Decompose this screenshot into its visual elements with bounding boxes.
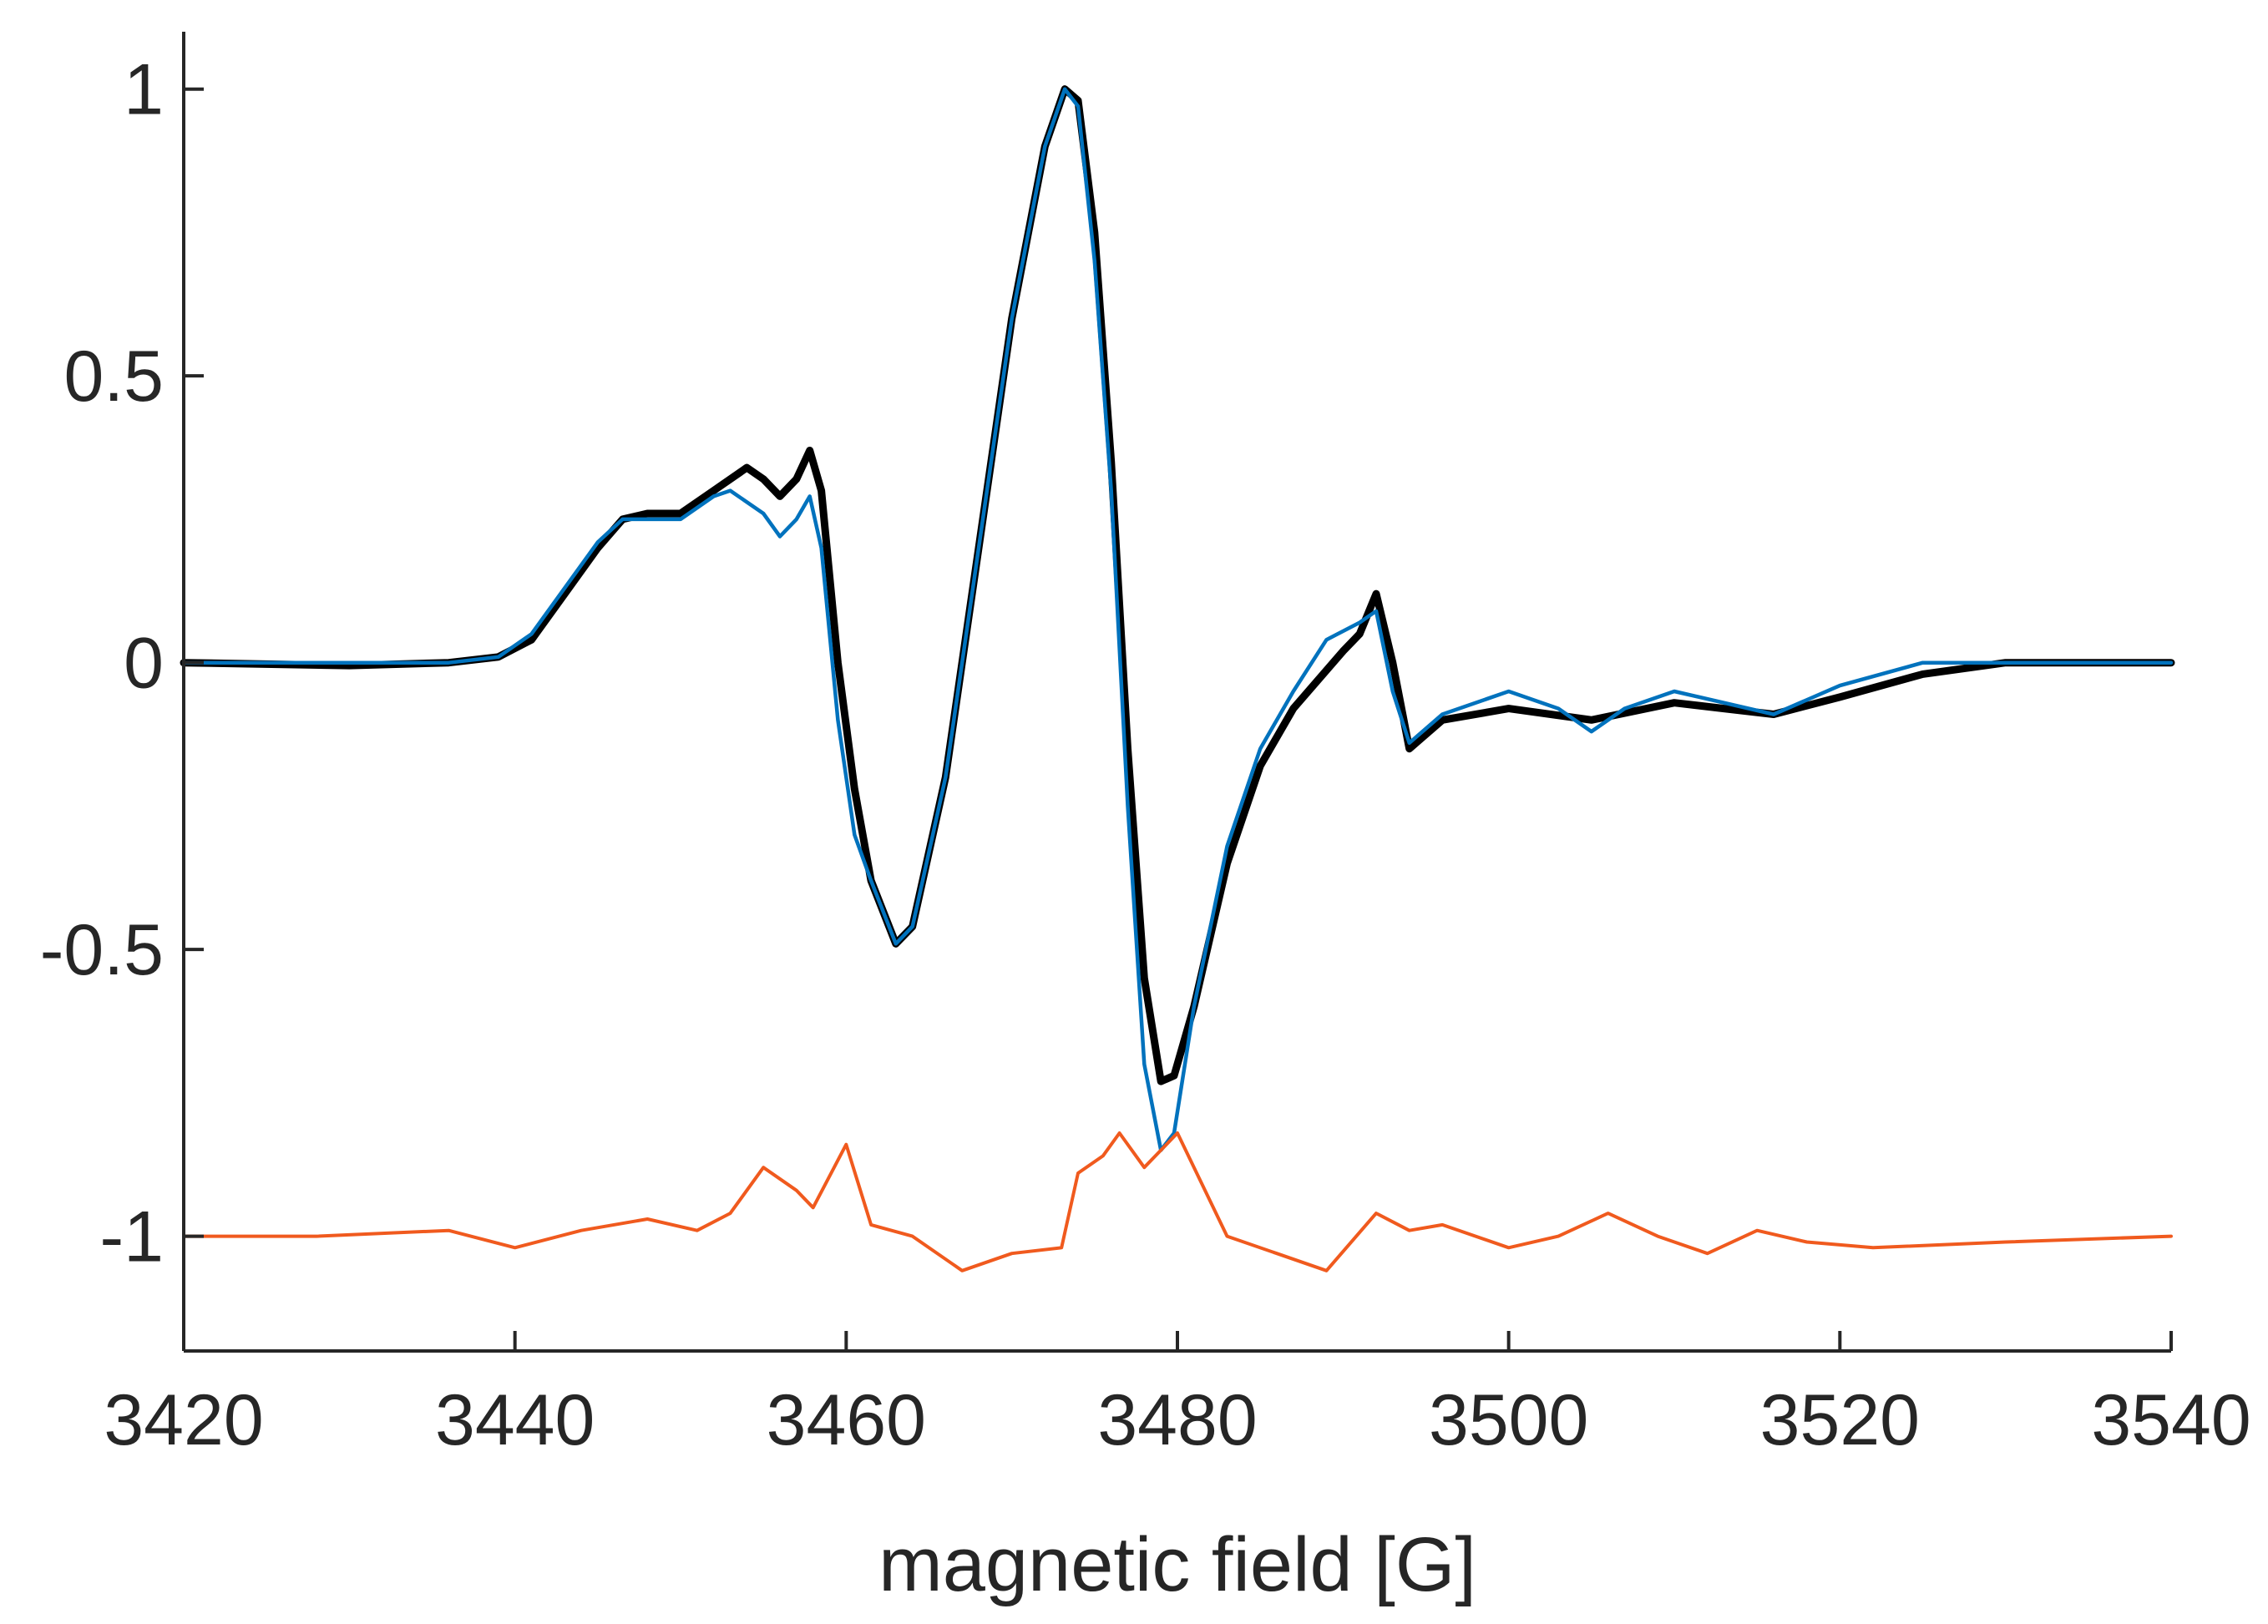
y-tick-label: 0 xyxy=(124,624,164,704)
y-ticks: -1 -0.5 0 0.5 1 xyxy=(40,50,204,1277)
y-tick-label: 1 xyxy=(124,50,164,130)
y-tick-label: 0.5 xyxy=(63,336,164,417)
x-tick-label: 3480 xyxy=(1097,1380,1257,1460)
y-tick-label: -1 xyxy=(100,1197,164,1277)
x-tick-label: 3460 xyxy=(767,1380,926,1460)
simulated-spectrum-line xyxy=(181,87,2174,1152)
x-tick-label: 3520 xyxy=(1760,1380,1920,1460)
x-tick-label: 3440 xyxy=(435,1380,595,1460)
x-tick-label: 3540 xyxy=(2091,1380,2250,1460)
x-axis-title: magnetic field [G] xyxy=(878,1522,1476,1607)
x-tick-label: 3500 xyxy=(1429,1380,1588,1460)
residual-line xyxy=(182,1131,2173,1272)
x-ticks: 3420 3440 3460 3480 3500 3520 3540 xyxy=(104,1331,2251,1460)
x-tick-label: 3420 xyxy=(104,1380,263,1460)
experimental-spectrum-line xyxy=(180,85,2175,1085)
series-layer xyxy=(180,85,2175,1272)
y-tick-label: -0.5 xyxy=(40,910,164,990)
